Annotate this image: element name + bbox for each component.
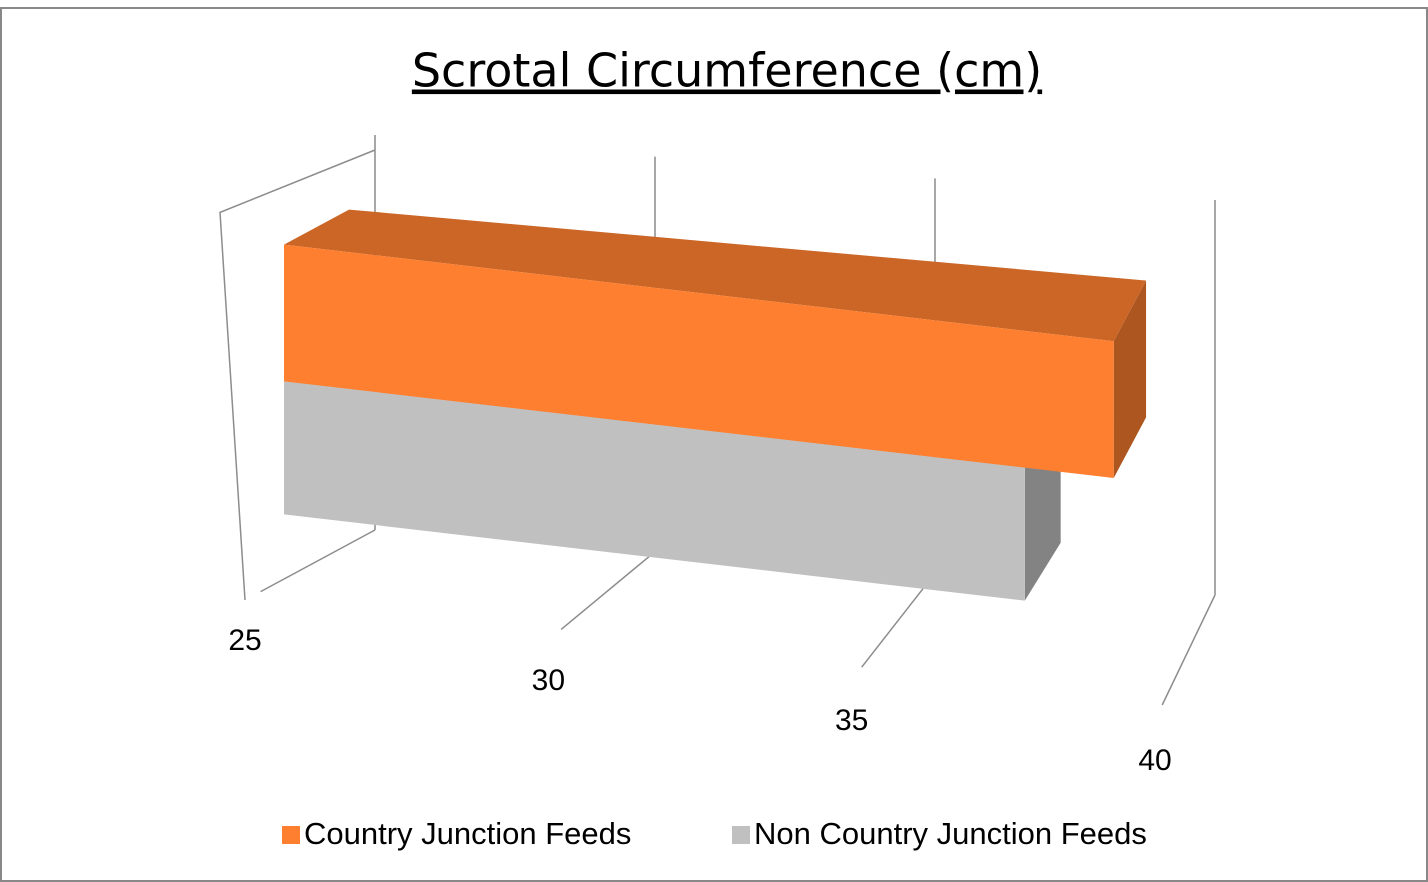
x-tick-label: 30 (532, 664, 565, 697)
legend-swatch (282, 826, 300, 844)
floor-line (260, 529, 376, 593)
floor-line (861, 572, 936, 668)
chart-title: Scrotal Circumference (cm) (412, 44, 1042, 98)
x-tick-label: 40 (1138, 744, 1171, 777)
wall-edge (219, 149, 376, 601)
bar (284, 381, 1025, 601)
legend-label: Non Country Junction Feeds (754, 816, 1147, 851)
legend-label: Country Junction Feeds (304, 816, 631, 851)
bar-top-face (284, 209, 1147, 342)
x-tick-label: 25 (228, 624, 261, 657)
legend-swatch (732, 826, 750, 844)
floor-line (560, 551, 656, 630)
x-tick-label: 35 (835, 704, 868, 737)
bar-right-face (1113, 280, 1147, 478)
bar (284, 244, 1114, 478)
floor-line (1161, 594, 1216, 706)
